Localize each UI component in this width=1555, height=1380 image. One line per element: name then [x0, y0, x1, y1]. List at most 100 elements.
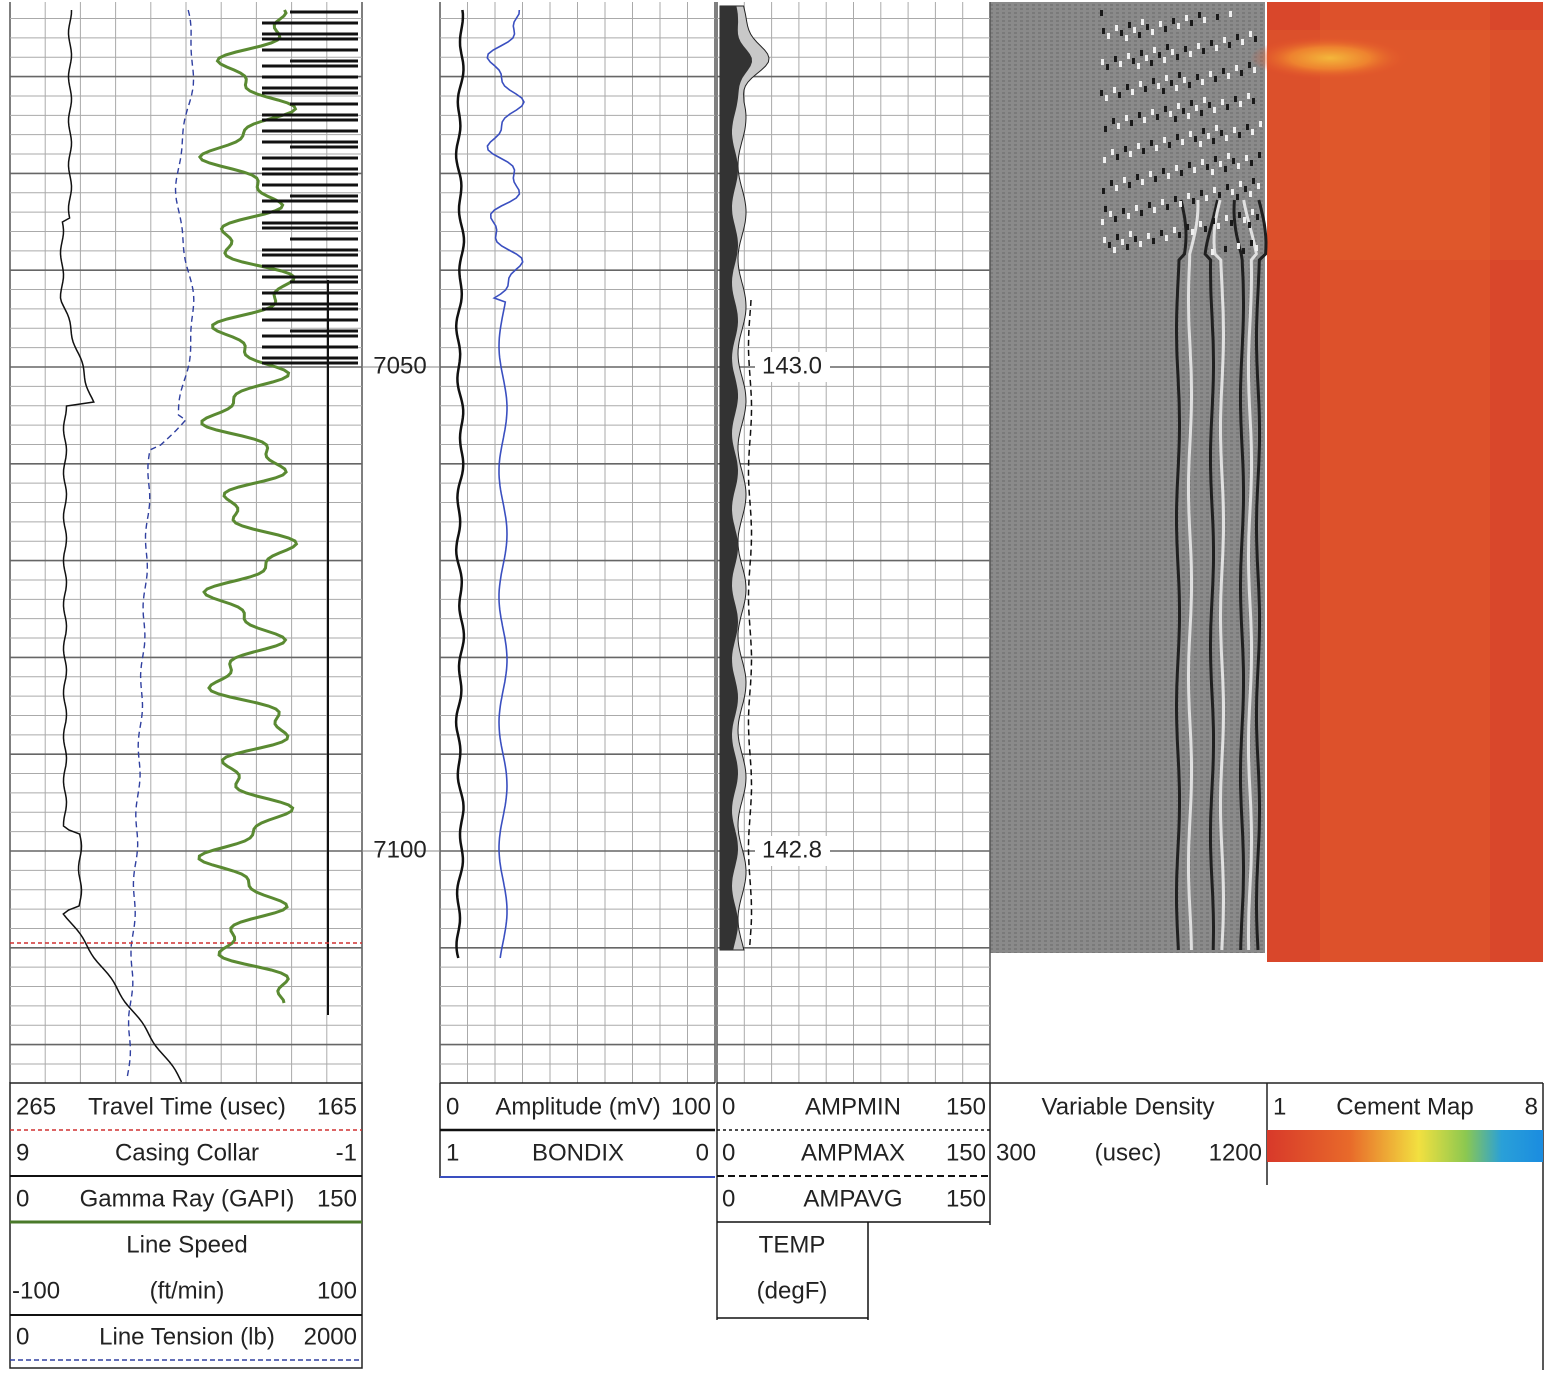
vdl-speckle [1239, 181, 1242, 187]
vdl-speckle [1119, 61, 1122, 67]
vdl-speckle [1216, 14, 1219, 20]
vdl-speckle [1150, 60, 1153, 66]
vdl-speckle [1141, 179, 1144, 185]
vdl-speckle [1203, 97, 1206, 103]
vdl-speckle [1238, 212, 1241, 218]
vdl-speckle [1195, 105, 1198, 111]
vdl-speckle [1114, 56, 1117, 62]
vdl-speckle [1194, 136, 1197, 142]
scale-right: 165 [317, 1093, 357, 1120]
vdl-speckle [1215, 45, 1218, 51]
cement-top [1267, 30, 1543, 260]
vdl-speckle [1252, 178, 1255, 184]
vdl-speckle [1147, 233, 1150, 239]
vdl-speckle [1239, 101, 1242, 107]
scale-right: 150 [317, 1185, 357, 1212]
vdl-speckle [1215, 125, 1218, 131]
vdl-speckle [1102, 188, 1105, 194]
scale-left: -100 [12, 1277, 60, 1304]
vdl-speckle [1160, 230, 1163, 236]
vdl-speckle [1205, 195, 1208, 201]
vdl-speckle [1179, 201, 1182, 207]
vdl-speckle [1249, 191, 1252, 197]
vdl-speckle [1148, 202, 1151, 208]
vdl-speckle [1137, 63, 1140, 69]
vdl-speckle [1174, 116, 1177, 122]
vdl-speckle [1146, 24, 1149, 30]
vdl-speckle [1252, 98, 1255, 104]
vdl-speckle [1127, 213, 1130, 219]
vdl-speckle [1167, 173, 1170, 179]
vdl-legend: Variable Density 300 (usec) 1200 [990, 1082, 1267, 1166]
vdl-speckle [1116, 154, 1119, 160]
bondix-curve [486, 9, 525, 959]
vdl-speckle [1202, 128, 1205, 134]
vdl-speckle [1136, 174, 1139, 180]
depth-label: 7050 [373, 352, 426, 379]
vdl-speckle [1124, 146, 1127, 152]
vdl-speckle [1207, 133, 1210, 139]
curve-name: AMPMAX [801, 1139, 905, 1166]
vdl-speckle [1166, 44, 1169, 50]
vdl-speckle [1248, 62, 1251, 68]
vdl-speckle [1199, 221, 1202, 227]
vdl-speckle [1106, 64, 1109, 70]
vdl-speckle [1109, 211, 1112, 217]
vdl-stripe [1175, 199, 1188, 951]
vdl-speckle [1113, 87, 1116, 93]
vdl-speckle [1246, 124, 1249, 130]
depth-label: 7100 [373, 836, 426, 863]
vdl-speckle [1211, 169, 1214, 175]
vdl-speckle [1130, 120, 1133, 126]
label-bg [755, 352, 830, 382]
vdl-speckle [1157, 83, 1160, 89]
vdl-speckle [1251, 209, 1254, 215]
vdl-speckle [1231, 189, 1234, 195]
vdl-speckle [1188, 162, 1191, 168]
vdl-speckle [1236, 194, 1239, 200]
vdl-speckle [1126, 244, 1129, 250]
vdl-speckle [1235, 65, 1238, 71]
scale-left: 300 [996, 1139, 1036, 1166]
vdl-speckle [1122, 208, 1125, 214]
vdl-speckle [1143, 117, 1146, 123]
vdl-stripe [1255, 199, 1268, 951]
curve-name: BONDIX [532, 1139, 624, 1166]
vdl-speckle [1209, 71, 1212, 77]
vdl-speckle [1173, 227, 1176, 233]
curve-name: Line Speed [126, 1231, 247, 1258]
vdl-speckle [1103, 237, 1106, 243]
vdl-speckle [1236, 34, 1239, 40]
vdl-speckle [1178, 72, 1181, 78]
curve-name: Gamma Ray (GAPI) [80, 1185, 295, 1212]
track2-legend: 0 Amplitude (mV) 100 1 BONDIX 0 [439, 1082, 715, 1178]
vdl-speckle [1210, 40, 1213, 46]
vdl-speckle [1128, 22, 1131, 28]
vdl-speckle [1257, 183, 1260, 189]
curve-name: Casing Collar [115, 1139, 259, 1166]
vdl-speckle [1100, 10, 1103, 16]
cement-band [1320, 2, 1490, 962]
vdl-speckle [1134, 236, 1137, 242]
vdl-speckle [1181, 139, 1184, 145]
vdl-speckle [1255, 245, 1258, 251]
vdl-speckle [1198, 12, 1201, 18]
vdl-speckle [1127, 53, 1130, 59]
vdl-speckle [1110, 180, 1113, 186]
vdl-speckle [1242, 248, 1245, 254]
unit: (usec) [1095, 1139, 1162, 1166]
vdl-speckle [1172, 18, 1175, 24]
temp-label: 142.8 [762, 836, 822, 863]
vdl-speckle [1245, 155, 1248, 161]
vdl-speckle [1237, 243, 1240, 249]
vdl-speckle [1113, 247, 1116, 253]
vdl-speckle [1161, 199, 1164, 205]
vdl-speckle [1165, 75, 1168, 81]
grid [9, 2, 1543, 1083]
vdl-speckle [1230, 220, 1233, 226]
vdl-speckle [1208, 102, 1211, 108]
vdl-speckle [1243, 217, 1246, 223]
vdl-speckle [1176, 54, 1179, 60]
vdl-speckle [1111, 149, 1114, 155]
vdl-stripe [1232, 199, 1245, 951]
